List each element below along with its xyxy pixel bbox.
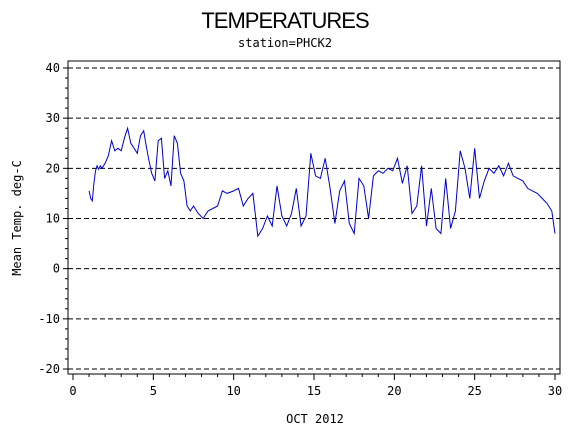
y-tick-label: -10 xyxy=(38,312,60,326)
chart-subtitle: station=PHCK2 xyxy=(238,36,332,50)
x-tick-label: 20 xyxy=(387,384,401,398)
y-axis-label: Mean Temp. deg-C xyxy=(10,160,24,276)
series-group xyxy=(88,126,556,238)
y-tick-label: 20 xyxy=(46,161,60,175)
x-tick-label: 15 xyxy=(307,384,321,398)
y-tick-label: -20 xyxy=(38,362,60,376)
y-axis: 40 30 20 10 0 -10 -20 xyxy=(38,61,68,376)
plot-frame xyxy=(67,60,561,375)
x-tick-label: 25 xyxy=(467,384,481,398)
y-tick-label: 0 xyxy=(53,262,60,276)
grid-lines xyxy=(68,67,560,370)
x-tick-label: 30 xyxy=(548,384,562,398)
x-axis: 0 5 10 15 20 25 30 xyxy=(69,374,562,398)
y-tick-label: 30 xyxy=(46,111,60,125)
x-axis-label: OCT 2012 xyxy=(286,412,344,426)
temperature-series-line xyxy=(88,126,556,238)
chart-title: TEMPERATURES xyxy=(201,8,369,33)
x-tick-label: 5 xyxy=(150,384,157,398)
y-tick-label: 40 xyxy=(46,61,60,75)
x-tick-label: 0 xyxy=(69,384,76,398)
y-tick-label: 10 xyxy=(46,212,60,226)
x-tick-label: 10 xyxy=(226,384,240,398)
